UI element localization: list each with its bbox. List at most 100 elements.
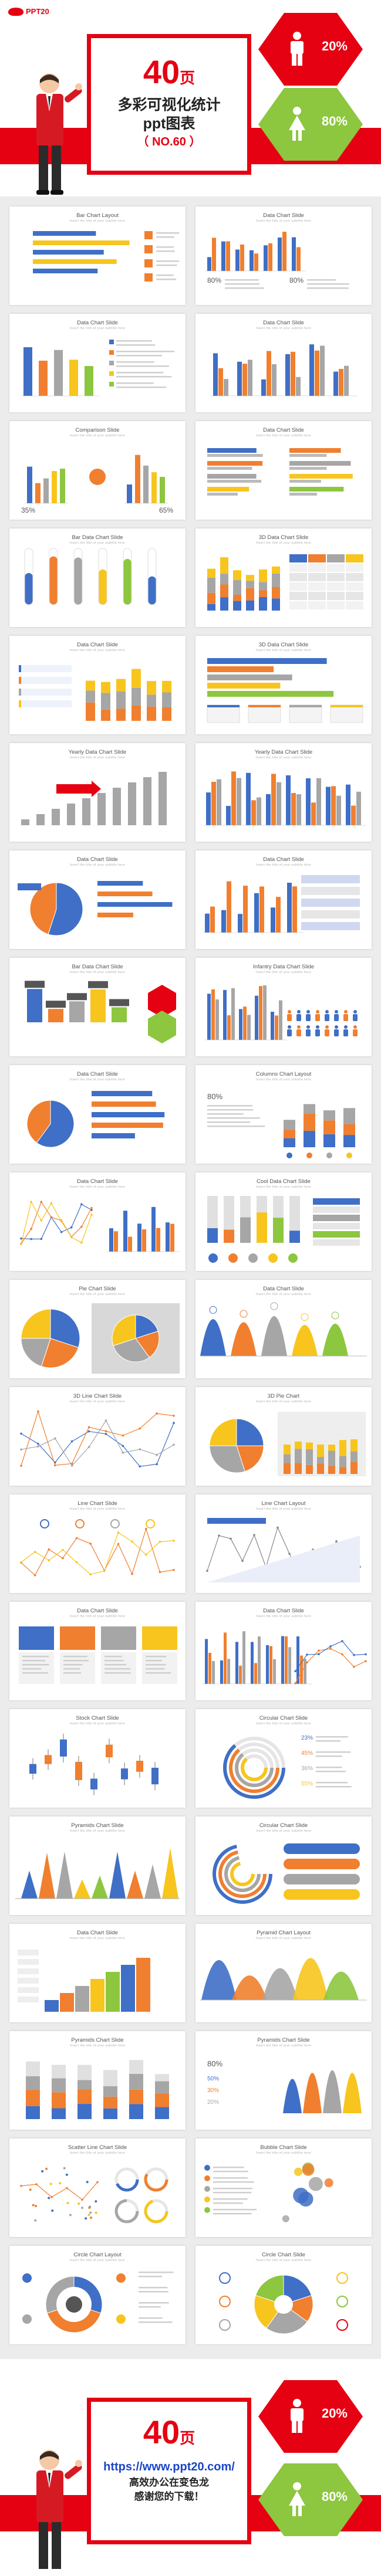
slide-title: Pie Chart Slide (79, 1286, 116, 1292)
slide-chart-graphic (203, 1631, 367, 1684)
slide-title: Pyramid Chart Layout (257, 1930, 311, 1936)
slide-title: Data Chart Slide (77, 320, 118, 326)
slide-chart-graphic (200, 1958, 367, 2001)
svg-text:35%: 35% (21, 506, 35, 514)
slide-chart-graphic (207, 1196, 360, 1263)
slide-chart-graphic (29, 1733, 159, 1795)
slide-chart-graphic (200, 1302, 367, 1357)
slide-title: Bar Data Chart Slide (72, 964, 123, 970)
slide-title: Bar Data Chart Slide (72, 534, 123, 541)
slide-thumbnail[interactable]: 80% 50% 30% 20% Pyramids Chart Slide Insert t… (195, 2031, 372, 2130)
slide-chart-graphic (20, 2167, 168, 2224)
slide-thumbnail[interactable]: 3D Pie Chart Insert the title of your sub… (195, 1387, 372, 1486)
slide-subtitle: Insert the title of your subtitle here (69, 971, 126, 974)
footer-page-unit: 页 (180, 2429, 195, 2447)
slide-title: Cool Data Chart Slide (257, 1178, 311, 1185)
slide-thumbnail[interactable]: Data Chart Slide Insert the title of your… (195, 314, 372, 412)
slide-thumbnail[interactable]: 80% Columns Chart Layout Insert the title … (195, 1065, 372, 1164)
slide-title: Data Chart Slide (77, 1178, 118, 1185)
header-title-line2: ppt图表 (143, 116, 195, 132)
slide-thumbnail[interactable]: Infantry Data Chart Slide Insert the titl… (195, 958, 372, 1056)
slide-thumbnail[interactable]: Bar Data Chart Slide Insert the title of … (9, 958, 186, 1056)
slide-chart-graphic (18, 881, 173, 936)
slide-thumbnail[interactable]: Line Chart Slide Insert the title of your… (9, 1494, 186, 1593)
slide-title: 3D Line Chart Slide (73, 1393, 122, 1399)
slide-thumbnail[interactable]: 35% 65% Comparison Slide Insert the title o… (9, 421, 186, 520)
slide-chart-graphic (19, 1626, 177, 1684)
slide-thumbnail[interactable]: Data Chart Slide Insert the title of your… (9, 1924, 186, 2022)
slide-thumbnail[interactable]: Yearly Data Chart Slide Insert the title … (9, 743, 186, 842)
slide-title: Circular Chart Slide (259, 1715, 308, 1721)
slide-thumbnail[interactable]: 23% 45% 36% 55% Circular Chart Slide Insert t… (195, 1709, 372, 1808)
slide-chart-graphic (20, 1201, 180, 1252)
slide-subtitle: Insert the title of your subtitle here (69, 1937, 126, 1940)
slide-thumbnail[interactable]: Bar Chart Layout Insert the title of your… (9, 206, 186, 305)
svg-text:50%: 50% (207, 2076, 219, 2082)
slide-thumbnail[interactable]: Pyramid Chart Layout Insert the title of … (195, 1924, 372, 2022)
slide-thumbnail[interactable]: Bubble Chart Slide Insert the title of yo… (195, 2138, 372, 2237)
slide-thumbnail[interactable]: 3D Data Chart Slide Insert the title of y… (195, 528, 372, 627)
slide-thumbnail[interactable]: Stock Chart Slide Insert the title of you… (9, 1709, 186, 1808)
slide-title: Data Chart Slide (263, 856, 304, 863)
footer-female-percentage: 80% (321, 2489, 348, 2504)
slide-thumbnail[interactable]: 3D Line Chart Slide Insert the title of y… (9, 1387, 186, 1486)
slide-title: Infantry Data Chart Slide (252, 964, 315, 970)
slide-title: Data Chart Slide (263, 427, 304, 433)
slide-thumbnail[interactable]: Pyramids Chart Slide Insert the title of … (9, 1816, 186, 1915)
slide-chart-graphic: 35% 65% (21, 455, 173, 514)
slide-thumbnail[interactable]: Data Chart Slide Insert the title of your… (9, 1065, 186, 1164)
slide-title: Stock Chart Slide (76, 1715, 119, 1721)
slide-title: Data Chart Slide (77, 1071, 118, 1077)
slide-thumbnail[interactable]: Pie Chart Slide Insert the title of your … (9, 1280, 186, 1378)
slide-thumbnail[interactable]: 80% 80% Data Chart Slide Insert the title o… (195, 206, 372, 305)
slide-chart-graphic (206, 1518, 361, 1582)
slide-chart-graphic: 80% 50% 30% 20% (207, 2059, 362, 2113)
slide-thumbnail[interactable]: Data Chart Slide Insert the title of your… (9, 636, 186, 734)
slide-thumbnail[interactable]: Data Chart Slide Insert the title of your… (195, 1280, 372, 1378)
slide-chart-graphic (25, 981, 176, 1043)
slide-title: 3D Data Chart Slide (258, 642, 309, 648)
slide-thumbnail[interactable]: Data Chart Slide Insert the title of your… (195, 421, 372, 520)
slide-chart-graphic (15, 1848, 180, 1899)
slide-title: Data Chart Slide (263, 212, 304, 219)
slide-thumbnail[interactable]: Data Chart Slide Insert the title of your… (9, 314, 186, 412)
slide-thumbnail[interactable]: Circle Chart Slide Insert the title of yo… (195, 2246, 372, 2344)
header-banner: PPT20 40页 多彩可视化统计 ppt图表 （ NO.60 ） 20% 80… (0, 0, 381, 196)
slide-title: Circular Chart Slide (259, 1822, 308, 1829)
slide-thumbnail[interactable]: Data Chart Slide Insert the title of your… (195, 850, 372, 949)
slide-thumbnail[interactable]: Yearly Data Chart Slide Insert the title … (195, 743, 372, 842)
slide-thumbnail[interactable]: Scatter Line Chart Slide Insert the title… (9, 2138, 186, 2237)
slide-thumbnail[interactable]: Pyramids Chart Slide Insert the title of … (9, 2031, 186, 2130)
footer-site-url[interactable]: https://www.ppt20.com/ (103, 2460, 235, 2473)
slide-subtitle: Insert the title of your subtitle here (69, 1507, 126, 1511)
slide-title: Data Chart Slide (263, 1286, 304, 1292)
svg-text:80%: 80% (207, 1092, 222, 1101)
slide-chart-graphic (211, 344, 358, 396)
slide-chart-graphic (26, 1091, 165, 1148)
svg-text:55%: 55% (301, 1781, 313, 1787)
logo-icon (8, 7, 23, 16)
slide-thumbnail[interactable]: Cool Data Chart Slide Insert the title of… (195, 1172, 372, 1271)
header-template-code: （ NO.60 ） (137, 135, 201, 148)
slide-thumbnail[interactable]: Data Chart Slide Insert the title of your… (9, 1172, 186, 1271)
slide-thumbnail[interactable]: Circle Chart Layout Insert the title of y… (9, 2246, 186, 2344)
site-logo[interactable]: PPT20 (8, 7, 49, 16)
slide-subtitle: Insert the title of your subtitle here (255, 971, 312, 974)
slide-subtitle: Insert the title of your subtitle here (255, 1722, 312, 1726)
slide-chart-graphic (207, 658, 363, 723)
slide-thumbnail[interactable]: Data Chart Slide Insert the title of your… (9, 850, 186, 949)
slide-chart-graphic: 80% 80% (205, 232, 349, 289)
slide-subtitle: Insert the title of your subtitle here (255, 541, 312, 545)
svg-text:45%: 45% (301, 1750, 313, 1757)
slide-title: Data Chart Slide (77, 642, 118, 648)
slide-subtitle: Insert the title of your subtitle here (255, 649, 312, 652)
female-percentage: 80% (321, 114, 348, 128)
slide-thumbnail[interactable]: Circular Chart Slide Insert the title of … (195, 1816, 372, 1915)
slide-title: Data Chart Slide (77, 1930, 118, 1936)
slide-thumbnail[interactable]: Bar Data Chart Slide Insert the title of … (9, 528, 186, 627)
slide-thumbnail[interactable]: Line Chart Layout Insert the title of you… (195, 1494, 372, 1593)
footer-male-percentage: 20% (321, 2406, 348, 2421)
slide-thumbnail[interactable]: Data Chart Slide Insert the title of your… (9, 1602, 186, 1700)
slide-thumbnail[interactable]: 3D Data Chart Slide Insert the title of y… (195, 636, 372, 734)
slide-thumbnail[interactable]: Data Chart Slide Insert the title of your… (195, 1602, 372, 1700)
